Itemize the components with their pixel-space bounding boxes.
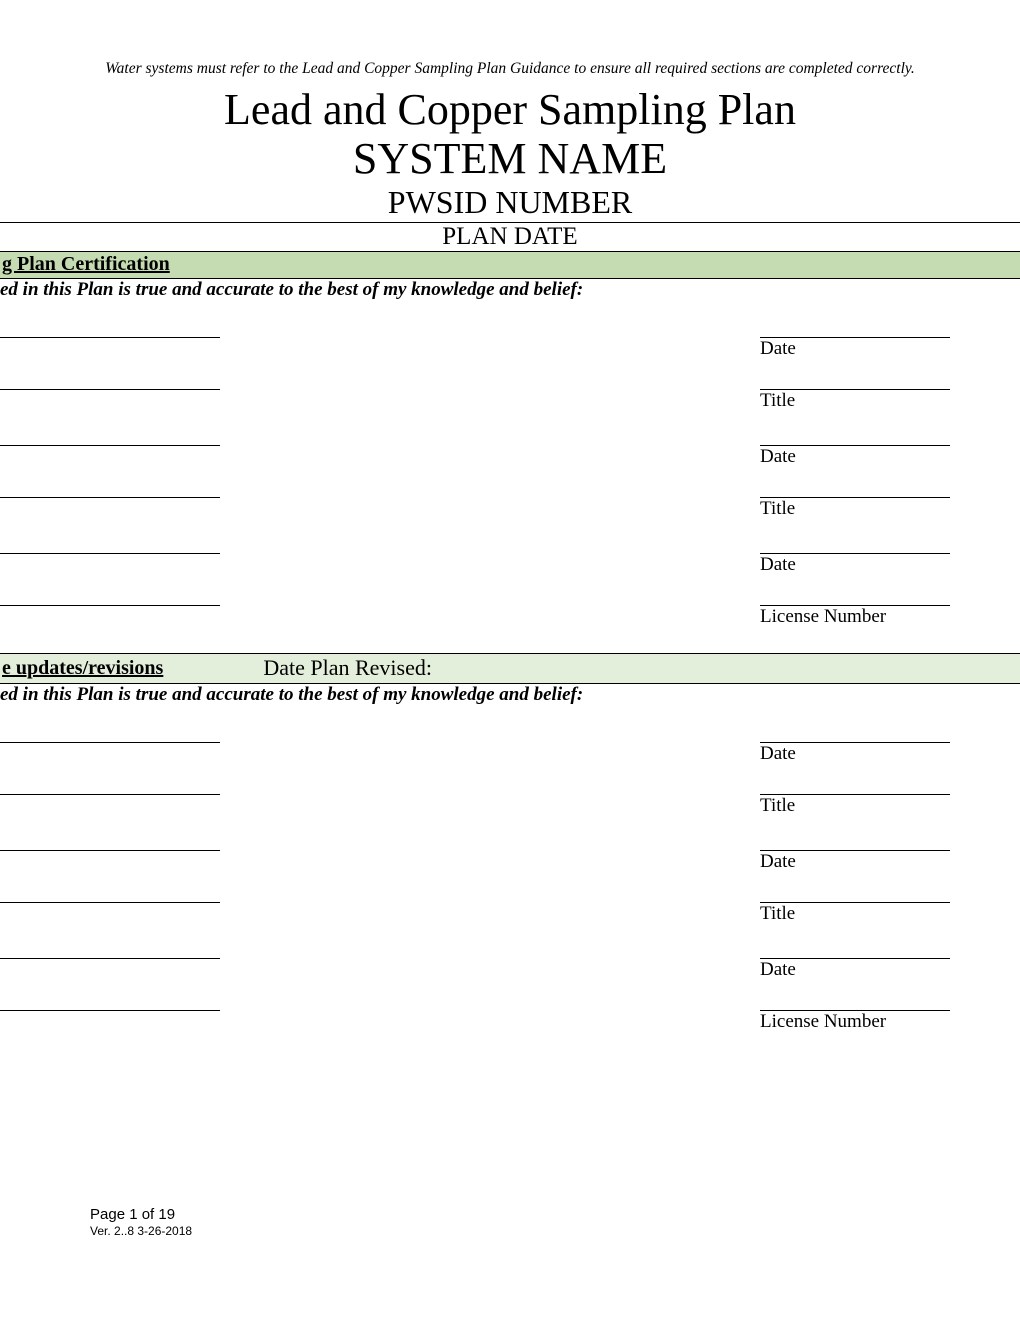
title-field[interactable]: Title xyxy=(760,497,950,523)
signature-line[interactable] xyxy=(0,958,220,984)
signature-line[interactable] xyxy=(0,742,220,768)
license-field[interactable]: License Number xyxy=(760,1010,950,1036)
title-field[interactable]: Title xyxy=(760,389,950,415)
section2-signatures: Date Title Date Title Date License Numbe… xyxy=(0,710,1020,1036)
section1-affirmation: ed in this Plan is true and accurate to … xyxy=(0,279,1020,305)
section2-header-date-label: Date Plan Revised: xyxy=(263,654,432,682)
section2-header-left: e updates/revisions xyxy=(2,656,163,681)
page-footer: Page 1 of 19 Ver. 2..8 3-26-2018 xyxy=(90,1205,192,1240)
section1-signatures: Date Title Date Title Date License Numbe… xyxy=(0,305,1020,631)
signature-line[interactable] xyxy=(0,553,220,579)
signature-line[interactable] xyxy=(0,794,220,820)
date-field[interactable]: Date xyxy=(760,850,950,876)
section2-header: e updates/revisions Date Plan Revised: xyxy=(0,653,1020,685)
date-field[interactable]: Date xyxy=(760,742,950,768)
signature-line[interactable] xyxy=(0,337,220,363)
license-field[interactable]: License Number xyxy=(760,605,950,631)
section1-header: g Plan Certification xyxy=(0,251,1020,279)
version-label: Ver. 2..8 3-26-2018 xyxy=(90,1224,192,1240)
date-field[interactable]: Date xyxy=(760,958,950,984)
section2-affirmation: ed in this Plan is true and accurate to … xyxy=(0,684,1020,710)
date-field[interactable]: Date xyxy=(760,337,950,363)
signature-line[interactable] xyxy=(0,389,220,415)
doc-title-4: PLAN DATE xyxy=(0,223,1020,251)
signature-line[interactable] xyxy=(0,497,220,523)
signature-line[interactable] xyxy=(0,1010,220,1036)
title-field[interactable]: Title xyxy=(760,794,950,820)
doc-title-1: Lead and Copper Sampling Plan xyxy=(0,84,1020,135)
signature-line[interactable] xyxy=(0,605,220,631)
page-number: Page 1 of 19 xyxy=(90,1205,192,1225)
instruction-text: Water systems must refer to the Lead and… xyxy=(0,60,1020,78)
signature-line[interactable] xyxy=(0,902,220,928)
date-field[interactable]: Date xyxy=(760,445,950,471)
title-field[interactable]: Title xyxy=(760,902,950,928)
date-field[interactable]: Date xyxy=(760,553,950,579)
signature-line[interactable] xyxy=(0,445,220,471)
signature-line[interactable] xyxy=(0,850,220,876)
doc-title-3: PWSID NUMBER xyxy=(0,183,1020,221)
doc-title-2: SYSTEM NAME xyxy=(0,135,1020,183)
